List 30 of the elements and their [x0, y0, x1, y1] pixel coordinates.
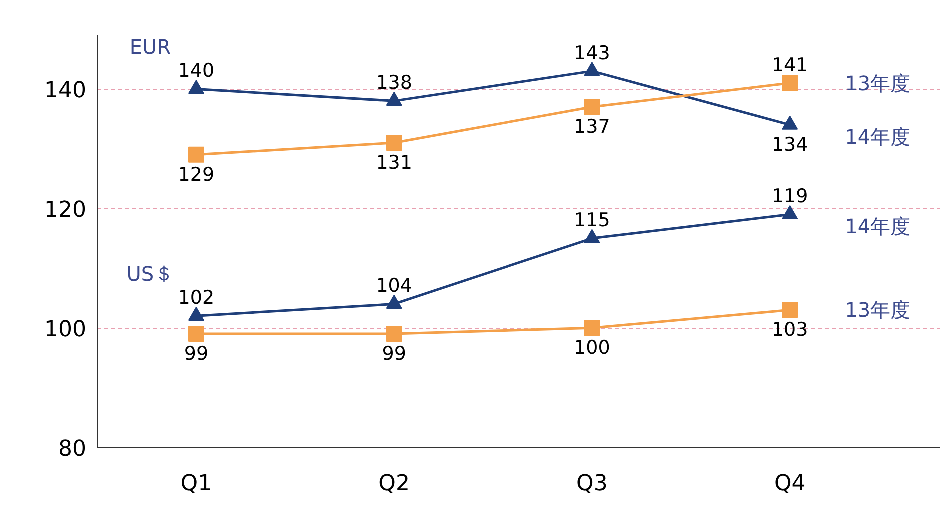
annotation: US＄ [126, 262, 174, 286]
data-label: 99 [382, 343, 406, 366]
data-label: 134 [772, 134, 808, 156]
text: 13年度 [845, 71, 911, 96]
x-tick-label: Q1 [180, 472, 212, 496]
data-label: 103 [772, 319, 808, 342]
y-tick-label: 80 [58, 437, 87, 462]
data-label: 131 [376, 152, 412, 174]
data-label: 104 [376, 275, 412, 298]
text: 13年度 [845, 298, 911, 322]
text: 14年度 [845, 214, 911, 239]
y-tick-label: 120 [44, 198, 87, 224]
y-tick-label: 100 [44, 318, 87, 343]
data-label: 119 [772, 186, 808, 208]
x-tick-label: Q2 [378, 472, 410, 496]
data-label: 99 [184, 343, 209, 366]
x-tick-label: Q3 [576, 472, 608, 496]
data-label: 102 [178, 287, 215, 310]
y-tick-label: 140 [44, 78, 87, 104]
data-label: 129 [178, 164, 215, 186]
data-label: 115 [574, 210, 610, 232]
data-label: 137 [574, 116, 610, 138]
data-label: 100 [574, 337, 610, 360]
annotation: EUR [130, 35, 172, 60]
text: 14年度 [845, 125, 911, 150]
data-label: 138 [376, 72, 412, 94]
data-label: 140 [178, 60, 215, 82]
data-label: 141 [772, 54, 808, 76]
x-tick-label: Q4 [774, 472, 806, 496]
data-label: 143 [574, 42, 610, 64]
